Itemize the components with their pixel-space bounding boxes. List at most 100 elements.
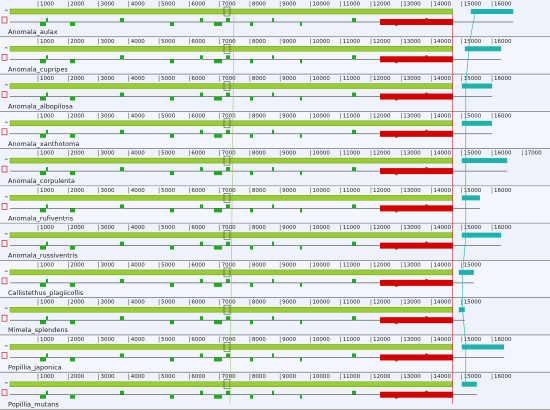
gene-box [300, 22, 302, 26]
gene-box [170, 171, 174, 176]
gene-box [226, 55, 230, 60]
ruler-label: 9000 [282, 225, 296, 231]
gene-box [120, 241, 124, 246]
gene-box [70, 282, 75, 287]
gene-box [70, 320, 75, 325]
ruler-label: 4000 [131, 188, 145, 194]
ruler-label: 4000 [131, 2, 145, 8]
teal-block [461, 344, 505, 350]
gene-box [226, 92, 230, 97]
ruler-label: 5000 [161, 262, 175, 268]
ruler-label: 2000 [70, 262, 84, 268]
gene-box [250, 394, 253, 399]
gene-box [226, 278, 230, 283]
ruler-label: 16000 [494, 151, 512, 157]
gene-box [170, 208, 174, 213]
ruler-label: 13000 [403, 188, 421, 194]
gene-box [40, 320, 46, 325]
gene-box [300, 282, 302, 287]
ruler-label: 9000 [282, 39, 296, 45]
teal-block [461, 195, 480, 201]
ruler-label: 3000 [101, 151, 115, 157]
gene-box [120, 390, 124, 395]
gene-box [40, 245, 46, 250]
ruler-label: 14000 [434, 76, 452, 82]
ruler-label: 8000 [252, 151, 266, 157]
gene-box [352, 353, 356, 358]
ruler-label: 5000 [161, 188, 175, 194]
ruler-label: 13000 [403, 337, 421, 343]
ruler-label: 2000 [70, 2, 84, 8]
teal-block [461, 120, 493, 126]
ruler-label: 9000 [282, 188, 296, 194]
block-connector [465, 51, 470, 84]
teal-block [464, 46, 502, 52]
ruler-label: 2000 [70, 188, 84, 194]
ruler-label: 1000 [40, 262, 54, 268]
gene-box [40, 208, 46, 213]
ruler-label: 7000 [222, 76, 236, 82]
ruler-label: 14000 [434, 151, 452, 157]
ruler-label: 15000 [464, 337, 482, 343]
gene-box [120, 316, 124, 321]
conservation-bar [9, 46, 453, 52]
teal-block [461, 381, 477, 387]
gene-box [250, 133, 253, 138]
ruler-label: 12000 [373, 337, 391, 343]
ruler-label: 3000 [101, 225, 115, 231]
ruler-label: 10000 [312, 2, 330, 8]
gene-box [300, 59, 302, 64]
gene-box [300, 320, 302, 325]
gene-box [352, 18, 356, 22]
ruler-label: 4000 [131, 39, 145, 45]
track-background [0, 223, 550, 260]
species-label: Anomala_xanthotoma [8, 140, 79, 148]
ruler-label: 16000 [494, 2, 512, 8]
locus-frame [223, 193, 231, 203]
track-background [0, 372, 550, 409]
gene-box [200, 129, 203, 134]
ruler-label: 12000 [373, 262, 391, 268]
ruler-label: 10000 [312, 262, 330, 268]
ruler-label: 9000 [282, 113, 296, 119]
gene-box [46, 92, 48, 97]
gene-box [46, 204, 48, 209]
gene-box [120, 167, 124, 172]
gene-box [250, 282, 253, 287]
ruler-label: 12000 [373, 374, 391, 380]
gene-box [200, 241, 203, 246]
gene-box [352, 55, 356, 60]
gene-box [250, 171, 253, 176]
gene-box [300, 208, 302, 213]
ruler-label: 5000 [161, 39, 175, 45]
ruler-label: 5000 [161, 225, 175, 231]
ruler-label: 11000 [343, 300, 361, 306]
gene-box [226, 241, 230, 246]
ruler-label: 15000 [464, 300, 482, 306]
ruler-label: 11000 [343, 337, 361, 343]
ruler-label: 13000 [403, 262, 421, 268]
gene-box [226, 167, 230, 172]
ruler-label: 12000 [373, 2, 391, 8]
species-label: Anomala_albopilosa [8, 103, 73, 111]
conservation-bar [9, 344, 453, 350]
ruler-label: 3000 [101, 76, 115, 82]
ruler-label: 11000 [343, 39, 361, 45]
block-connector [468, 13, 476, 47]
conservation-bar [9, 306, 453, 313]
gene-box [46, 55, 48, 60]
ruler-label: 8000 [252, 300, 266, 306]
ruler-label: 15000 [464, 225, 482, 231]
ruler-label: 6000 [191, 113, 205, 119]
ruler-label: 13000 [403, 151, 421, 157]
species-label: Callistethus_plagiicollis [8, 289, 84, 297]
ruler-label: 7000 [222, 151, 236, 157]
gene-box [250, 357, 253, 362]
gene-box [46, 390, 48, 395]
ruler-label: 8000 [252, 225, 266, 231]
gene-box [300, 357, 302, 362]
ruler-label: 9000 [282, 374, 296, 380]
ruler-label: 2000 [70, 113, 84, 119]
ruler-label: 5000 [161, 337, 175, 343]
ruler-label: 8000 [252, 2, 266, 8]
